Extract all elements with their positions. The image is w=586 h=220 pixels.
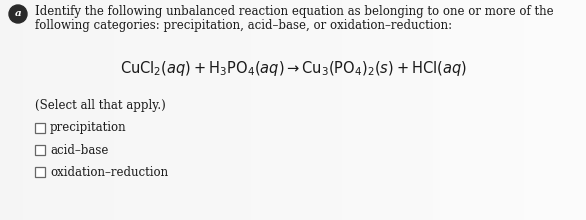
- Text: (Select all that apply.): (Select all that apply.): [35, 99, 166, 112]
- Text: following categories: precipitation, acid–base, or oxidation–reduction:: following categories: precipitation, aci…: [35, 20, 452, 33]
- FancyBboxPatch shape: [35, 123, 45, 133]
- Text: precipitation: precipitation: [50, 121, 127, 134]
- Text: oxidation–reduction: oxidation–reduction: [50, 165, 168, 178]
- Text: $\mathrm{CuCl_2}(\mathit{aq}) + \mathrm{H_3PO_4}(\mathit{aq}) \rightarrow \mathr: $\mathrm{CuCl_2}(\mathit{aq}) + \mathrm{…: [120, 59, 466, 77]
- Circle shape: [9, 5, 27, 23]
- Text: acid–base: acid–base: [50, 143, 108, 156]
- Text: Identify the following unbalanced reaction equation as belonging to one or more : Identify the following unbalanced reacti…: [35, 6, 554, 18]
- FancyBboxPatch shape: [35, 167, 45, 177]
- FancyBboxPatch shape: [35, 145, 45, 155]
- Text: a: a: [15, 9, 21, 18]
